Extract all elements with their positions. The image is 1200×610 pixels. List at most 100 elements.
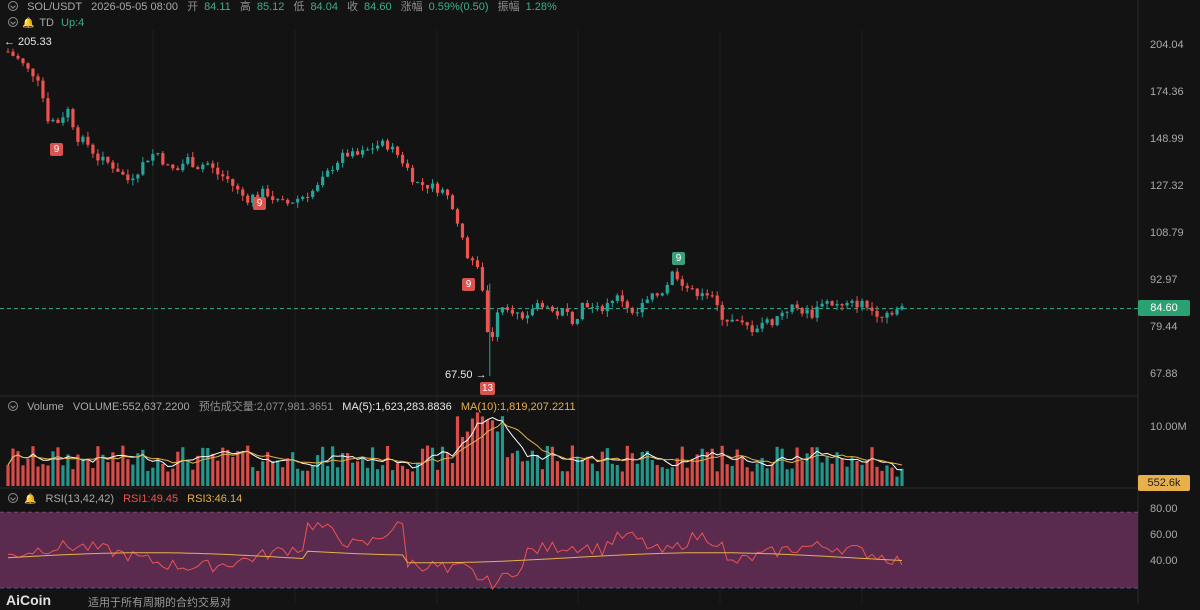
candle-body [610, 300, 614, 303]
candle-body [21, 58, 25, 64]
candle-body [775, 316, 779, 326]
candle-body [121, 171, 125, 175]
volume-bar [286, 458, 290, 486]
candle-body [585, 302, 589, 308]
rsi-tick: 40.00 [1150, 555, 1178, 567]
bell-icon[interactable]: 🔔 [22, 18, 35, 29]
bell-icon[interactable]: 🔔 [24, 494, 37, 505]
volume-bar [540, 469, 545, 486]
candle-body [845, 302, 849, 306]
candle-body [715, 295, 719, 306]
volume-bar [500, 416, 505, 486]
candle-body [400, 154, 405, 164]
candle-body [336, 162, 340, 170]
td-marker: 13 [480, 382, 495, 395]
volume-bar [336, 467, 340, 486]
collapse-icon[interactable] [8, 17, 18, 27]
volume-bar [825, 456, 829, 486]
volume-bar [356, 461, 360, 486]
candle-body [226, 176, 230, 180]
volume-bar [395, 463, 400, 486]
amplitude-label: 振幅 [497, 1, 520, 13]
volume-bar [535, 455, 540, 486]
candle-body [395, 146, 400, 155]
candle-body [291, 202, 295, 204]
volume-bar [370, 447, 375, 486]
volume-bar [625, 445, 629, 486]
volume-bar [166, 471, 170, 486]
candle-body [765, 319, 769, 323]
brand-subtitle: 适用于所有周期的合约交易对 [88, 597, 231, 609]
candle-body [11, 51, 15, 56]
candle-body [331, 169, 335, 171]
candle-body [755, 328, 759, 333]
volume-bar [430, 447, 435, 486]
volume-bar [465, 431, 470, 486]
rsi-header: 🔔 RSI(13,42,42) RSI1:49.45 RSI3:46.14 [8, 492, 248, 506]
candle-body [810, 309, 814, 318]
candle-body [825, 301, 829, 304]
volume-bar [316, 455, 320, 486]
candle-body [361, 150, 365, 155]
volume-bar [380, 465, 385, 486]
volume-bar [720, 445, 724, 486]
volume-ma-lines [7, 416, 903, 471]
candle-body [390, 146, 395, 150]
volume-bar [435, 469, 440, 486]
collapse-icon[interactable] [8, 401, 18, 411]
candle-body [31, 68, 35, 77]
volume-bar [71, 469, 75, 486]
candle-body [321, 176, 325, 186]
volume-bar [805, 453, 809, 486]
candle-body [171, 164, 175, 169]
candle-body [550, 306, 554, 312]
candle-body [71, 109, 75, 128]
volume-bar [271, 461, 275, 486]
td-marker: 9 [462, 278, 475, 291]
candle-body [136, 174, 140, 179]
candle-body [535, 303, 540, 310]
volume-bar [400, 465, 405, 486]
volume-bar [276, 460, 280, 486]
volume-bar [710, 448, 714, 486]
volume-bar [301, 470, 305, 486]
volume-bar [126, 459, 130, 486]
candle-body [385, 140, 390, 150]
rsi-tick: 60.00 [1150, 529, 1178, 541]
candle-body [780, 312, 784, 317]
candle-body [590, 307, 594, 309]
volume-bar [425, 445, 430, 486]
volume-bar [845, 466, 849, 486]
volume-bar [605, 448, 609, 486]
collapse-icon[interactable] [8, 493, 18, 503]
td-value: Up:4 [61, 17, 85, 29]
candle-body [860, 300, 864, 308]
volume-bar [620, 471, 624, 486]
volume-bar [365, 467, 370, 486]
candle-body [640, 302, 644, 313]
volume-bar [410, 471, 415, 486]
candle-body [405, 163, 410, 168]
price-tick: 127.32 [1150, 180, 1184, 192]
volume-bar [231, 457, 235, 486]
volume-bar [740, 457, 744, 486]
volume-bar [645, 450, 649, 486]
collapse-icon[interactable] [8, 1, 18, 11]
candle-body [296, 198, 300, 203]
candle-body [800, 308, 804, 314]
volume-bar [505, 457, 510, 486]
candle-body [645, 299, 649, 303]
volume-bar [256, 470, 260, 486]
candle-body [435, 183, 440, 193]
volume-bar [640, 451, 644, 486]
volume-bars [6, 412, 904, 486]
candle-body [111, 162, 115, 169]
candle-body [735, 319, 739, 321]
candle-body [96, 153, 100, 161]
candle-body [236, 185, 240, 190]
candle-body [790, 304, 794, 312]
volume-bar [460, 437, 465, 486]
candle-body [425, 184, 430, 189]
volume-header: Volume VOLUME:552,637.2200 预估成交量:2,077,9… [8, 400, 582, 414]
